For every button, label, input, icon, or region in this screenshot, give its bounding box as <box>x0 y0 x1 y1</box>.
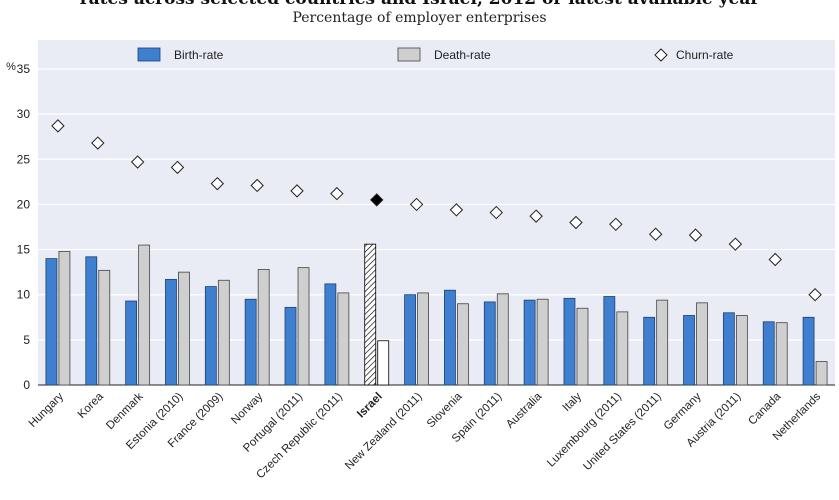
marker-churn-rate <box>170 160 185 175</box>
y-tick-label: 35 <box>17 62 31 76</box>
bar-birth-rate <box>643 316 656 386</box>
marker-churn-rate <box>569 215 583 230</box>
bar-death-rate <box>616 311 629 386</box>
bar-birth-rate <box>523 299 536 386</box>
bar-birth-rate <box>603 296 616 386</box>
chart-subtitle: Percentage of employer enterprises <box>292 10 547 26</box>
bar-birth-rate <box>683 315 695 386</box>
plot-area <box>38 40 835 385</box>
bar-birth-rate <box>444 289 456 386</box>
bar-death-rate <box>297 267 310 386</box>
bar-birth-rate <box>483 301 496 386</box>
marker-churn-rate <box>409 197 424 212</box>
marker-churn-rate <box>290 184 304 198</box>
x-tick-label: Luxembourg (2011) <box>545 391 624 470</box>
bar-birth-rate <box>364 243 377 386</box>
x-tick-label: Canada <box>746 390 783 427</box>
marker-churn-rate <box>449 203 464 217</box>
marker-churn-rate <box>529 209 543 223</box>
marker-churn-rate <box>768 252 782 267</box>
x-tick-label: Hungary <box>27 390 66 429</box>
x-tick-label: Slovenia <box>425 390 465 430</box>
marker-churn-rate <box>370 193 384 207</box>
chart-title: rates across selected countries and Isra… <box>0 0 839 9</box>
bar-death-rate <box>815 361 828 386</box>
marker-churn-rate <box>130 155 145 169</box>
y-tick-label: 25 <box>17 152 31 166</box>
y-tick-label: 10 <box>17 288 31 302</box>
legend-label-birth: Birth-rate <box>174 48 224 62</box>
bar-death-rate <box>337 292 350 386</box>
bar-death-rate <box>257 269 270 386</box>
bar-death-rate <box>417 292 429 386</box>
bar-death-rate <box>656 299 669 386</box>
marker-churn-rate <box>210 176 225 191</box>
bar-death-rate <box>217 279 230 386</box>
y-tick-label: 30 <box>17 107 31 121</box>
y-axis-label: % <box>6 61 16 73</box>
y-tick-label: 20 <box>17 197 31 211</box>
x-tick-label: Italy <box>561 390 585 414</box>
marker-churn-rate <box>91 136 105 150</box>
x-tick-label: Korea <box>76 390 107 421</box>
x-tick-label: Israel <box>355 391 385 421</box>
x-tick-label: New Zealand (2011) <box>343 391 425 473</box>
marker-churn-rate <box>330 186 344 201</box>
bar-death-rate <box>457 303 469 386</box>
bar-death-rate <box>696 302 708 386</box>
bar-birth-rate <box>563 297 576 386</box>
bar-death-rate <box>735 315 748 386</box>
bar-birth-rate <box>165 278 177 386</box>
legend-swatch-death <box>397 47 421 62</box>
x-tick-label: Germany <box>662 390 704 432</box>
legend-label-churn: Churn-rate <box>676 48 734 62</box>
bar-death-rate <box>178 271 190 386</box>
x-tick-label: Denmark <box>104 390 146 432</box>
bar-birth-rate <box>762 321 775 386</box>
bar-death-rate <box>138 244 151 386</box>
x-tick-label: Australia <box>504 390 545 431</box>
bar-birth-rate <box>204 286 217 386</box>
bar-death-rate <box>536 298 549 386</box>
bar-birth-rate <box>85 256 98 386</box>
marker-churn-rate <box>688 228 703 242</box>
bar-birth-rate <box>125 300 138 386</box>
marker-churn-rate <box>609 217 623 231</box>
x-tick-label: Norway <box>229 390 265 426</box>
bar-birth-rate <box>45 258 58 386</box>
y-tick-label: 15 <box>17 243 31 257</box>
bar-death-rate <box>377 340 390 386</box>
bar-birth-rate <box>404 294 416 386</box>
bar-birth-rate <box>284 306 297 386</box>
marker-churn-rate <box>728 237 743 251</box>
marker-churn-rate <box>51 119 65 133</box>
y-tick-label: 5 <box>23 333 30 347</box>
bar-birth-rate <box>244 298 257 386</box>
bar-death-rate <box>576 307 589 386</box>
bar-death-rate <box>58 250 71 386</box>
legend-label-death: Death-rate <box>434 48 491 62</box>
bar-birth-rate <box>324 283 337 386</box>
x-tick-label: United States (2011) <box>581 391 664 474</box>
bar-birth-rate <box>722 312 735 386</box>
marker-churn-rate <box>808 288 822 302</box>
marker-churn-rate <box>250 178 264 193</box>
marker-churn-rate <box>648 227 663 241</box>
legend-swatch-birth <box>137 47 161 62</box>
marker-churn-rate <box>489 205 503 220</box>
bar-death-rate <box>98 269 111 386</box>
bar-death-rate <box>496 293 509 386</box>
y-tick-label: 0 <box>23 378 30 392</box>
bar-birth-rate <box>802 316 815 386</box>
legend-marker-churn <box>654 48 668 62</box>
bar-death-rate <box>775 322 788 386</box>
